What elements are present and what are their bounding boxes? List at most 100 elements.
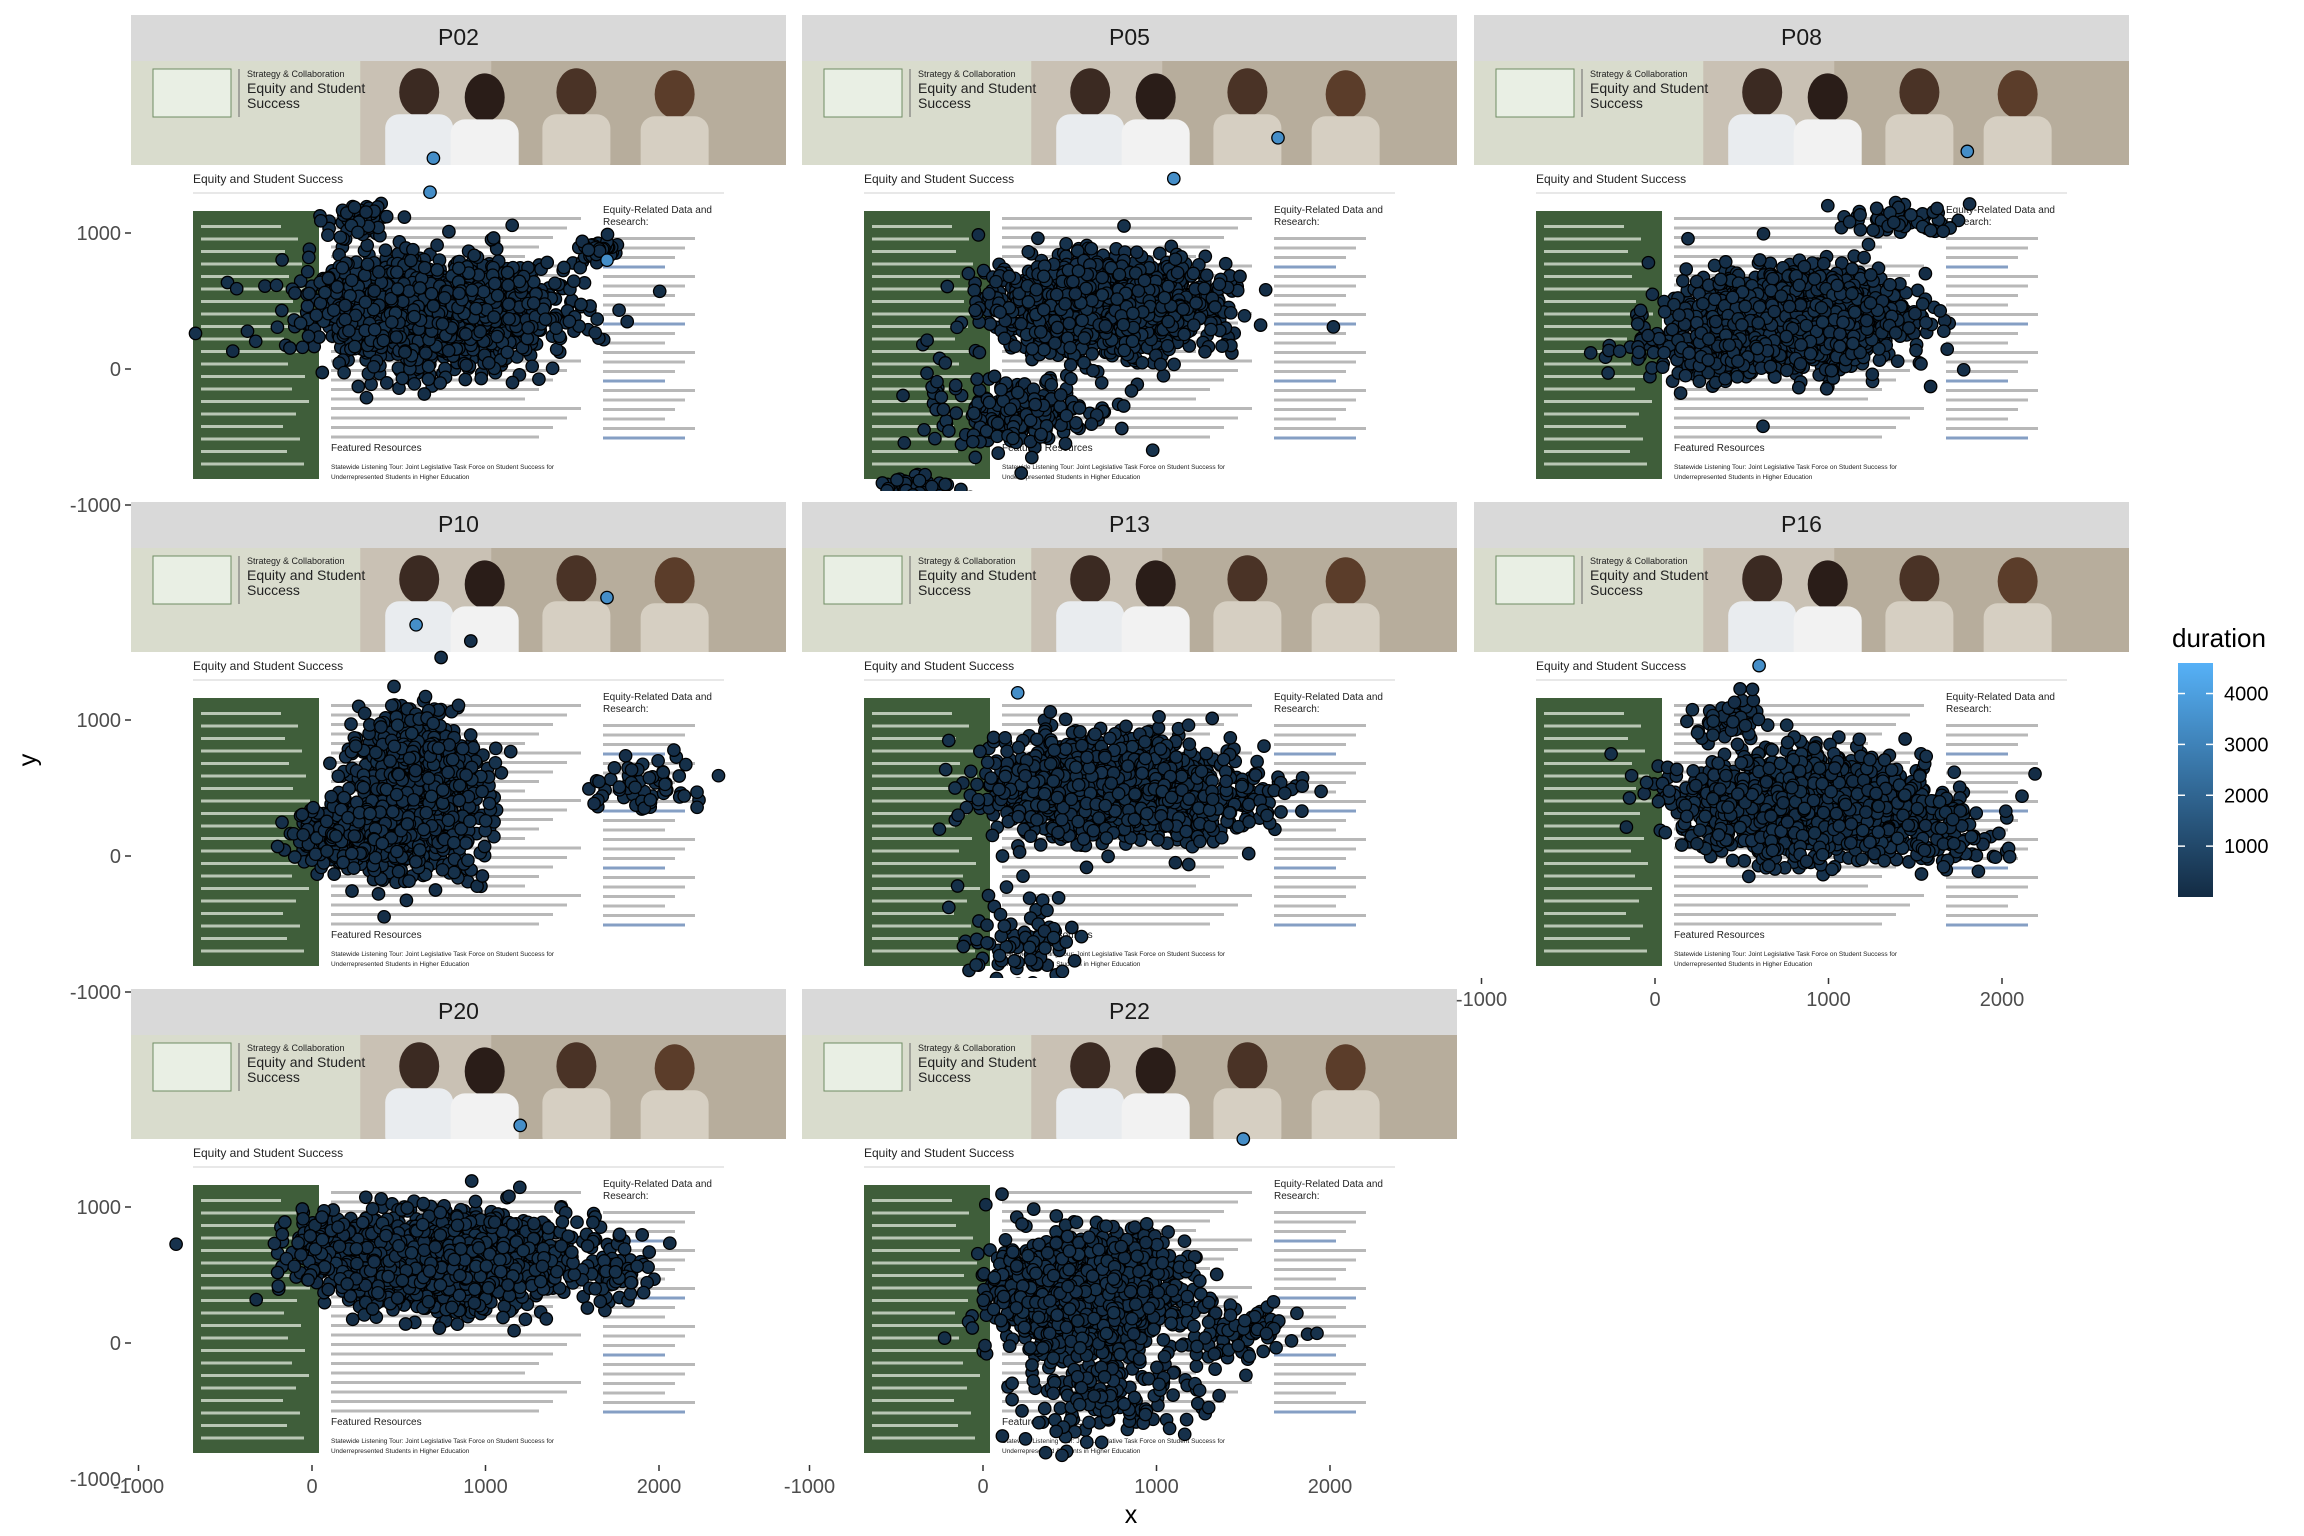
data-point — [1166, 171, 1181, 186]
data-point — [600, 227, 615, 242]
data-point — [1756, 226, 1771, 241]
data-point — [390, 265, 404, 280]
featured-label: Featured Resources — [331, 443, 422, 454]
data-point — [347, 200, 362, 215]
banner-person-head — [399, 68, 440, 117]
data-point — [293, 316, 308, 331]
data-point — [1204, 322, 1218, 337]
data-point — [1137, 273, 1152, 288]
data-point — [458, 327, 473, 341]
right-text-line — [603, 303, 665, 307]
right-heading-line1: Equity-Related Data and — [1274, 205, 1383, 216]
banner-person-head — [464, 73, 505, 122]
data-point — [258, 279, 272, 293]
right-text-line — [1946, 351, 2038, 354]
data-point — [1168, 252, 1183, 267]
sidebar-item — [872, 412, 967, 416]
data-point — [930, 374, 944, 389]
data-point — [1014, 466, 1029, 480]
right-text-line — [603, 294, 675, 297]
data-point — [880, 483, 894, 491]
data-point — [1044, 377, 1059, 392]
data-point — [1131, 284, 1146, 298]
body-text-line — [1002, 369, 1238, 372]
data-point — [1110, 292, 1124, 306]
body-text-line — [1002, 435, 1210, 439]
right-text-line — [1274, 275, 1366, 278]
data-point — [915, 489, 926, 491]
data-point — [1036, 269, 1051, 284]
right-text-line — [1274, 303, 1336, 307]
sidebar-item — [872, 325, 968, 328]
data-point — [490, 329, 504, 344]
banner-person-body — [1983, 116, 2052, 179]
data-point — [968, 450, 983, 465]
sidebar-item — [201, 287, 306, 291]
data-point — [1872, 353, 1887, 367]
right-text-line — [603, 417, 665, 421]
data-point — [1167, 357, 1181, 372]
data-point — [1058, 436, 1073, 451]
right-text-line — [603, 246, 685, 250]
data-point — [1024, 450, 1039, 465]
data-point — [338, 298, 353, 313]
data-point — [452, 286, 466, 301]
data-point — [1271, 130, 1285, 145]
right-text-line — [1274, 284, 1356, 288]
data-point — [1145, 443, 1160, 458]
data-point — [620, 314, 635, 329]
data-point — [1021, 295, 1036, 309]
facet-strip — [802, 15, 1457, 61]
data-point — [993, 305, 1007, 320]
sidebar-item — [201, 250, 285, 253]
data-point — [1050, 320, 1065, 335]
data-point — [1063, 340, 1078, 355]
sidebar-item — [872, 400, 980, 403]
data-point — [500, 265, 515, 280]
banner-title-line1: Equity and Student — [918, 80, 1036, 96]
data-point — [398, 345, 412, 360]
data-point — [367, 284, 382, 298]
sidebar-item — [201, 237, 298, 241]
right-text-line — [1946, 341, 2008, 345]
right-text-line — [1274, 436, 1356, 440]
data-point — [435, 317, 450, 331]
data-point — [288, 286, 302, 300]
body-text-line — [1002, 416, 1238, 420]
sidebar-item — [201, 300, 293, 303]
sidebar-item — [872, 262, 973, 266]
data-point — [283, 341, 297, 355]
right-text-line — [603, 237, 695, 240]
data-point — [526, 296, 541, 310]
facet-strip-label: P05 — [1109, 24, 1150, 50]
banner-person-body — [640, 116, 709, 179]
data-point — [1036, 302, 1051, 317]
data-point — [407, 376, 422, 391]
page-heading: Equity and Student Success — [193, 172, 343, 186]
data-point — [967, 490, 973, 491]
data-point — [358, 295, 373, 310]
right-text-line — [603, 275, 695, 278]
data-point — [1059, 408, 1074, 423]
banner-kicker: Strategy & Collaboration — [1590, 69, 1688, 79]
data-point — [940, 279, 955, 294]
body-text-line — [1674, 245, 1882, 249]
featured-line1: Statewide Listening Tour: Joint Legislat… — [1674, 464, 1898, 471]
right-text-line — [1946, 370, 2018, 373]
data-point — [1059, 236, 1073, 251]
data-point — [1177, 327, 1192, 342]
body-text-line — [1674, 226, 1910, 230]
data-point — [1079, 281, 1094, 296]
data-point — [1186, 318, 1201, 332]
data-point — [359, 205, 373, 219]
sidebar-item — [1544, 287, 1649, 291]
right-heading-line1: Equity-Related Data and — [603, 205, 712, 216]
sidebar-item — [201, 362, 288, 366]
facet-strip-label: P08 — [1781, 24, 1822, 50]
data-point — [983, 317, 998, 331]
data-point — [989, 274, 1003, 289]
data-point — [934, 390, 949, 405]
